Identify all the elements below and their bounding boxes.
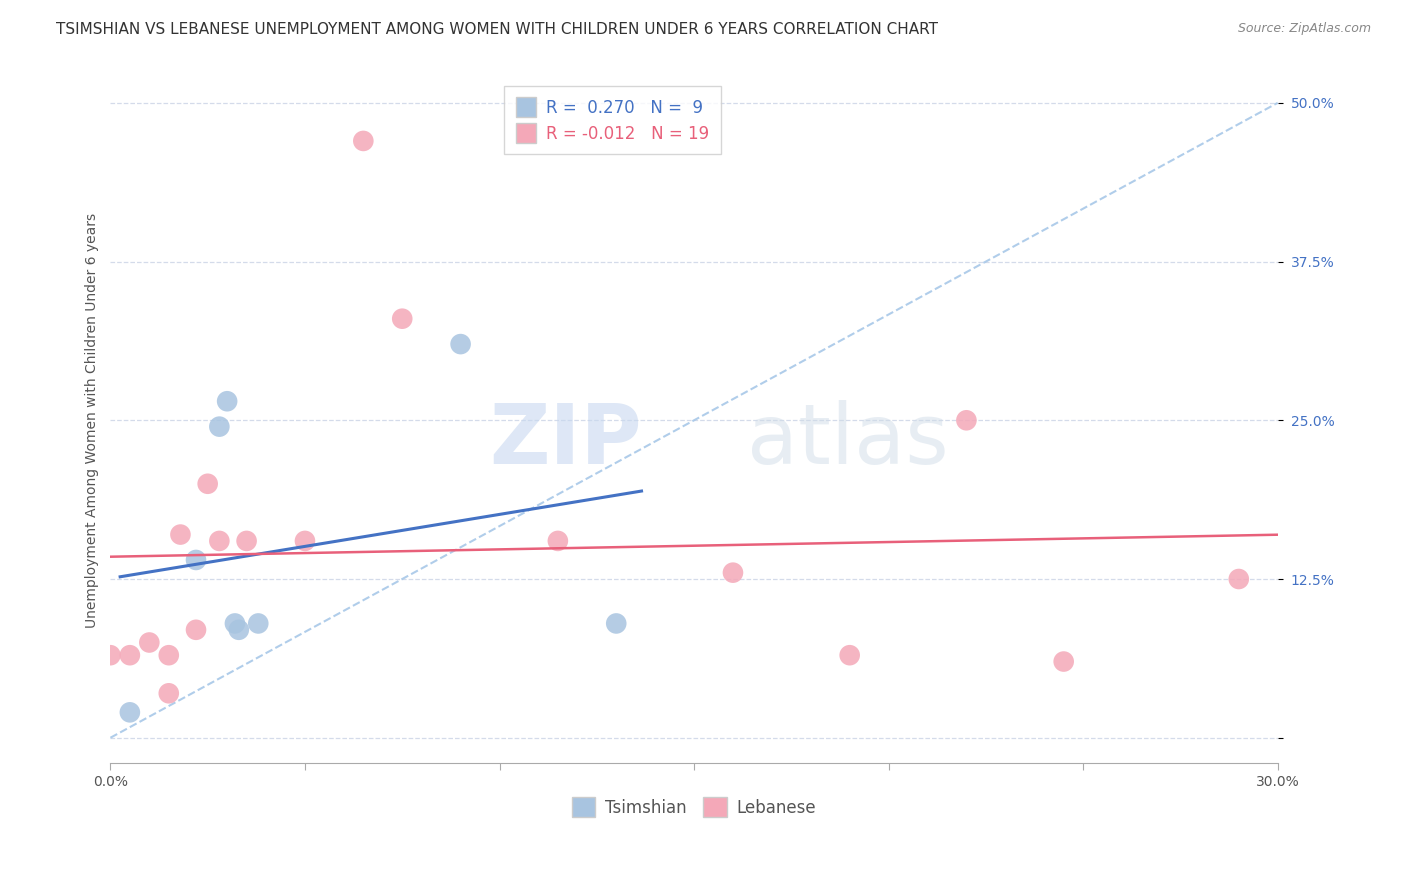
Point <box>1227 572 1250 586</box>
Point <box>208 533 231 548</box>
Point <box>224 616 246 631</box>
Point <box>208 419 231 434</box>
Point <box>138 635 160 649</box>
Text: atlas: atlas <box>747 401 948 482</box>
Point <box>184 553 207 567</box>
Point <box>352 134 374 148</box>
Text: ZIP: ZIP <box>489 401 641 482</box>
Point <box>118 648 141 663</box>
Point <box>294 533 316 548</box>
Point <box>721 566 744 580</box>
Point <box>605 616 627 631</box>
Point <box>955 413 977 427</box>
Point <box>247 616 270 631</box>
Text: TSIMSHIAN VS LEBANESE UNEMPLOYMENT AMONG WOMEN WITH CHILDREN UNDER 6 YEARS CORRE: TSIMSHIAN VS LEBANESE UNEMPLOYMENT AMONG… <box>56 22 938 37</box>
Point <box>391 311 413 326</box>
Point <box>838 648 860 663</box>
Y-axis label: Unemployment Among Women with Children Under 6 years: Unemployment Among Women with Children U… <box>86 212 100 628</box>
Point <box>157 648 180 663</box>
Point <box>450 337 472 351</box>
Text: Source: ZipAtlas.com: Source: ZipAtlas.com <box>1237 22 1371 36</box>
Point <box>184 623 207 637</box>
Point <box>228 623 250 637</box>
Legend: Tsimshian, Lebanese: Tsimshian, Lebanese <box>565 791 823 823</box>
Point <box>157 686 180 700</box>
Point <box>217 394 239 409</box>
Point <box>118 706 141 720</box>
Point <box>169 527 191 541</box>
Point <box>547 533 569 548</box>
Point <box>235 533 257 548</box>
Point <box>100 648 122 663</box>
Point <box>197 476 219 491</box>
Point <box>1053 655 1076 669</box>
